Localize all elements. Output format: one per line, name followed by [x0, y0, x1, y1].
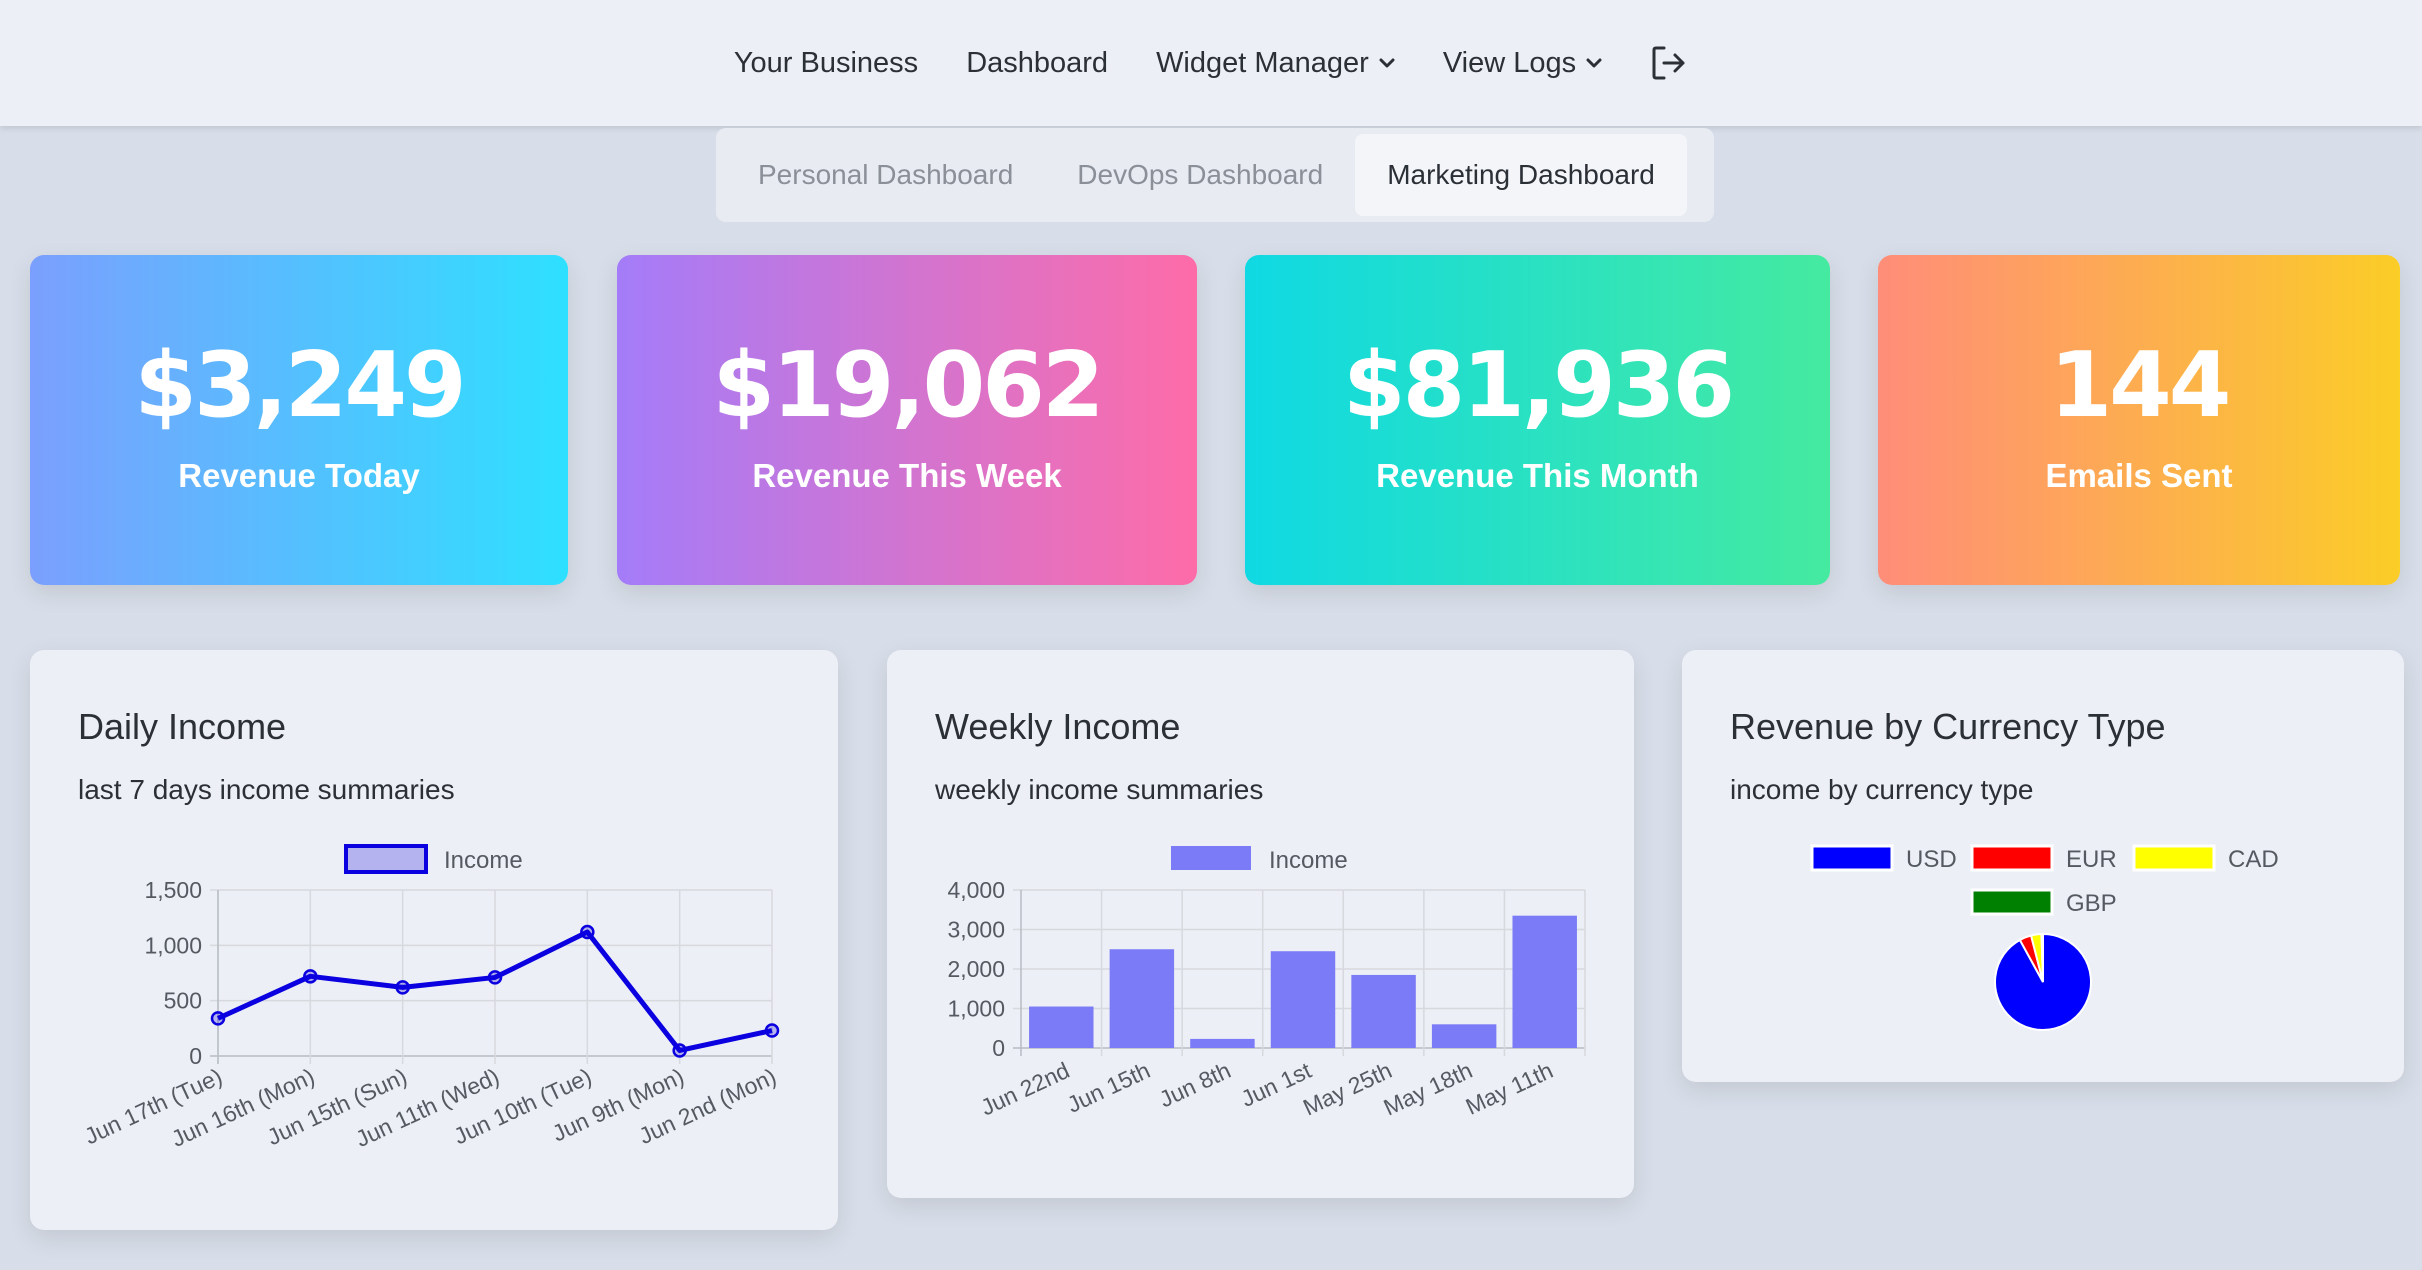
- bar-income: [1431, 1024, 1497, 1048]
- legend-swatch: [344, 844, 428, 874]
- emails-sent-card: 144 Emails Sent: [1878, 255, 2400, 585]
- stat-label: Revenue This Week: [752, 457, 1062, 494]
- nav-dashboard[interactable]: Dashboard: [942, 47, 1132, 80]
- data-point: [210, 1011, 226, 1026]
- nav-view-logs-dropdown[interactable]: View Logs: [1419, 47, 1626, 80]
- nav-label: Widget Manager: [1156, 46, 1369, 79]
- tab-personal-dashboard[interactable]: Personal Dashboard: [758, 159, 1014, 190]
- revenue-today-card: $3,249 Revenue Today: [30, 255, 568, 585]
- legend-label: Income: [444, 847, 523, 874]
- bar-income: [1109, 949, 1175, 1048]
- pie-slice-gbp: [2040, 932, 2044, 983]
- daily-income-panel: Daily Income last 7 days income summarie…: [30, 650, 838, 1230]
- revenue-week-card: $19,062 Revenue This Week: [617, 255, 1197, 585]
- y-tick-label: 0: [992, 1035, 1005, 1061]
- panel-subtitle: last 7 days income summaries: [78, 774, 455, 805]
- stat-value: $19,062: [712, 333, 1105, 438]
- panel-title: Daily Income: [78, 706, 287, 747]
- data-point: [395, 980, 410, 995]
- bar-income: [1512, 915, 1577, 1048]
- data-point: [672, 1043, 687, 1058]
- top-navbar: Your Business Dashboard Widget Manager V…: [0, 0, 2422, 126]
- series-line-income: [216, 929, 773, 1053]
- stat-value: $3,249: [134, 333, 466, 438]
- x-tick-label: May 18th: [1380, 1057, 1477, 1121]
- bar-income: [1029, 1006, 1094, 1048]
- nav-your-business[interactable]: Your Business: [710, 47, 942, 80]
- data-point: [764, 1023, 780, 1038]
- x-tick-label: Jun 15th: [1063, 1057, 1154, 1118]
- nav-label: Your Business: [733, 46, 919, 79]
- chevron-down-icon: [1586, 58, 1602, 68]
- bar-income: [1270, 951, 1336, 1048]
- y-tick-label: 3,000: [947, 917, 1005, 943]
- y-tick-label: 0: [189, 1043, 202, 1069]
- legend-swatch: [1970, 888, 2054, 916]
- currency-pie-chart: USD EUR CAD GBP: [1810, 844, 2279, 1031]
- legend-label: CAD: [2228, 846, 2279, 873]
- data-point: [487, 970, 503, 985]
- y-tick-label: 2,000: [947, 956, 1005, 982]
- data-point: [580, 924, 595, 940]
- chevron-down-icon: [1379, 58, 1395, 68]
- y-tick-label: 1,000: [947, 996, 1005, 1022]
- stat-label: Emails Sent: [2045, 457, 2233, 494]
- y-tick-label: 1,000: [144, 932, 202, 958]
- bar-income: [1351, 974, 1416, 1048]
- panel-title: Revenue by Currency Type: [1730, 706, 2166, 747]
- nav-widget-manager-dropdown[interactable]: Widget Manager: [1132, 47, 1419, 80]
- legend-label: USD: [1906, 846, 1957, 873]
- nav-label: View Logs: [1442, 46, 1577, 79]
- panel-subtitle: income by currency type: [1730, 774, 2034, 805]
- revenue-month-card: $81,936 Revenue This Month: [1245, 255, 1830, 585]
- logout-icon: [1652, 46, 1685, 80]
- bar-income: [1190, 1038, 1255, 1048]
- dashboard-tabs: Personal Dashboard DevOps Dashboard Mark…: [716, 128, 1714, 222]
- panel-subtitle: weekly income summaries: [935, 774, 1264, 805]
- legend-swatch: [1970, 844, 2054, 872]
- logout-button[interactable]: [1626, 44, 1712, 82]
- legend-swatch: [2132, 844, 2216, 872]
- legend-label: Income: [1269, 847, 1348, 874]
- x-tick-label: May 25th: [1299, 1057, 1396, 1121]
- stat-label: Revenue Today: [178, 457, 420, 494]
- tab-marketing-dashboard[interactable]: Marketing Dashboard: [1355, 134, 1687, 216]
- data-point: [303, 969, 318, 984]
- x-tick-label: Jun 22nd: [977, 1057, 1074, 1121]
- stat-label: Revenue This Month: [1376, 457, 1699, 494]
- x-tick-label: May 11th: [1462, 1057, 1557, 1120]
- currency-revenue-panel: Revenue by Currency Type income by curre…: [1682, 650, 2404, 1082]
- y-tick-label: 1,500: [144, 877, 202, 903]
- stat-value: $81,936: [1343, 333, 1735, 438]
- legend-swatch: [1171, 846, 1251, 870]
- y-tick-label: 500: [164, 988, 202, 1014]
- legend-swatch: [1810, 844, 1894, 872]
- panel-title: Weekly Income: [935, 706, 1181, 747]
- tab-devops-dashboard[interactable]: DevOps Dashboard: [1077, 159, 1324, 190]
- x-tick-label: Jun 8th: [1155, 1057, 1234, 1112]
- weekly-income-panel: Weekly Income weekly income summaries 0 1…: [887, 650, 1634, 1198]
- legend-label: EUR: [2066, 846, 2117, 873]
- nav-label: Dashboard: [966, 46, 1109, 79]
- legend-label: GBP: [2066, 890, 2117, 917]
- y-tick-label: 4,000: [947, 877, 1005, 903]
- stat-value: 144: [2049, 333, 2232, 438]
